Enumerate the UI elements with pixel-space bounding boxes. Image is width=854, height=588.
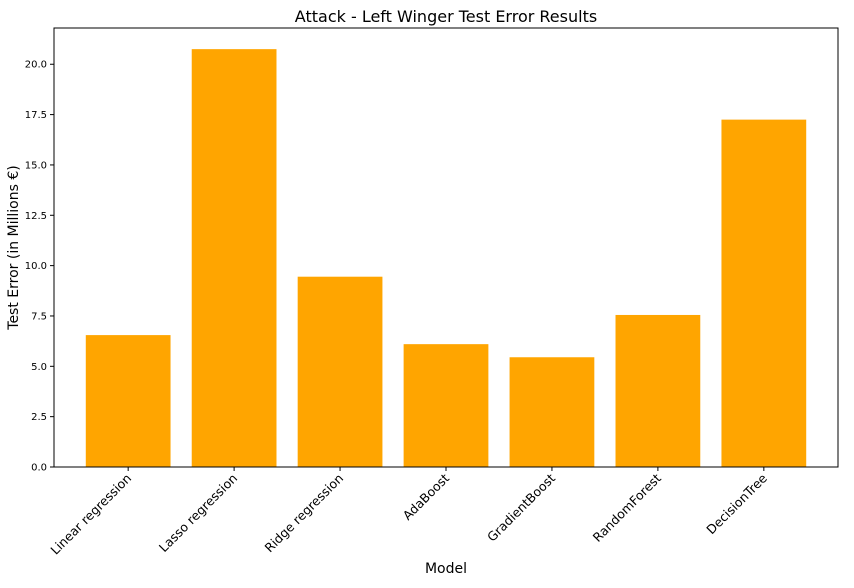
x-tick-label: Lasso regression xyxy=(156,471,240,555)
y-tick-label: 12.5 xyxy=(25,211,47,222)
y-tick-label: 5.0 xyxy=(31,362,47,373)
x-tick-label: GradientBoost xyxy=(484,470,558,544)
x-tick-label: Ridge regression xyxy=(261,471,346,556)
y-tick-label: 17.5 xyxy=(25,110,47,121)
x-axis: Linear regression Lasso regression Ridge r… xyxy=(47,467,770,557)
y-tick-label: 0.0 xyxy=(31,463,47,474)
bar-linear-regression xyxy=(85,335,171,467)
bar-decisiontree xyxy=(721,119,807,467)
y-tick-label: 15.0 xyxy=(25,160,47,171)
bar-ridge-regression xyxy=(297,276,383,467)
bar-gradientboost xyxy=(509,357,595,467)
bar-lasso-regression xyxy=(191,49,277,467)
y-axis-label: Test Error (in Millions €) xyxy=(6,165,22,330)
bar-randomforest xyxy=(615,314,701,467)
x-tick-label: AdaBoost xyxy=(400,470,453,523)
bar-adaboost xyxy=(403,344,489,467)
y-tick-label: 2.5 xyxy=(31,412,47,423)
y-tick-label: 7.5 xyxy=(31,311,47,322)
plot-frame xyxy=(53,27,839,468)
y-tick-label: 20.0 xyxy=(25,60,47,71)
x-axis-label: Model xyxy=(425,561,467,577)
x-tick-label: Linear regression xyxy=(47,471,134,558)
x-tick-label: DecisionTree xyxy=(703,470,770,537)
chart-title: Attack - Left Winger Test Error Results xyxy=(295,7,597,26)
y-tick-label: 10.0 xyxy=(25,261,47,272)
x-tick-label: RandomForest xyxy=(590,470,664,544)
bars-group xyxy=(85,49,807,467)
y-axis: 0.0 2.5 5.0 7.5 10.0 12.5 15.0 17.5 20.0 xyxy=(25,60,54,474)
